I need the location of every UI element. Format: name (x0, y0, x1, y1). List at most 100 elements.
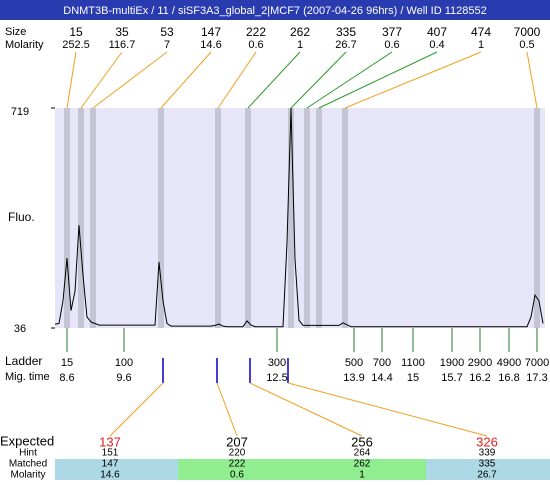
match-connector (249, 382, 363, 437)
peak-band (215, 108, 221, 328)
peak-size: 377 (382, 25, 402, 39)
molarity-value: 14.6 (100, 470, 120, 480)
row-label: Molarity (10, 470, 45, 480)
ladder-size: 1900 (440, 357, 464, 369)
ladder-time: 15 (407, 372, 419, 384)
peak-band (90, 108, 96, 328)
peak-molarity: 26.7 (335, 39, 356, 51)
peak-molarity: 0.4 (429, 39, 444, 51)
ladder-size: 15 (61, 357, 73, 369)
ladder-time: 15.7 (441, 372, 462, 384)
peak-size: 15 (69, 25, 83, 39)
peak-molarity: 252.5 (62, 39, 90, 51)
trace (54, 107, 544, 328)
peak-connector (80, 51, 123, 109)
plot-area (55, 108, 545, 328)
size-label: Size (5, 26, 26, 38)
hint-value: 220 (229, 448, 246, 459)
peak-size: 335 (336, 25, 356, 39)
ladder-time: 13.9 (343, 372, 364, 384)
peak-molarity: 0.6 (384, 39, 399, 51)
title-bar (0, 0, 550, 20)
peak-band (158, 108, 164, 328)
ladder-time: 16.8 (498, 372, 519, 384)
peak-molarity: 0.6 (248, 39, 263, 51)
ladder-size: 500 (345, 357, 363, 369)
expected-value: 326 (476, 434, 498, 449)
match-connector (109, 382, 164, 437)
peak-connector (217, 51, 257, 109)
row-band (178, 459, 426, 480)
peak-band (316, 108, 322, 328)
peak-connector (160, 51, 212, 109)
title: DNMT3B-multiEx / 11 / siSF3A3_global_2|M… (63, 5, 487, 17)
ladder-size: 700 (373, 357, 391, 369)
mig-time-label: Mig. time (5, 371, 50, 383)
peak-connector (290, 51, 347, 109)
molarity-label: Molarity (5, 39, 44, 51)
peak-molarity: 1 (478, 39, 484, 51)
matched-value: 262 (354, 459, 371, 470)
peak-band (245, 108, 251, 328)
ladder-size: 2900 (468, 357, 492, 369)
peak-band (78, 108, 84, 328)
hint-value: 339 (479, 448, 496, 459)
peak-size: 35 (115, 25, 129, 39)
match-connector (287, 382, 488, 437)
peak-size: 474 (471, 25, 491, 39)
expected-value: 207 (226, 434, 248, 449)
peak-connector (306, 51, 393, 109)
row-band (426, 459, 550, 480)
peak-connector (92, 51, 168, 109)
y-tick-label: 719 (11, 106, 29, 118)
peak-band (342, 108, 348, 328)
peak-size: 7000 (514, 25, 541, 39)
hint-value: 264 (354, 448, 371, 459)
match-connector (216, 382, 238, 437)
row-label: Expected (0, 433, 54, 448)
peak-size: 222 (246, 25, 266, 39)
peak-molarity: 14.6 (200, 39, 221, 51)
ladder-size: 300 (268, 357, 286, 369)
ladder-size: 100 (115, 357, 133, 369)
peak-molarity: 0.5 (519, 39, 534, 51)
peak-band (534, 108, 540, 328)
peak-size: 53 (160, 25, 174, 39)
ladder-time: 17.3 (526, 372, 547, 384)
row-label: Hint (19, 448, 37, 459)
molarity-value: 0.6 (230, 470, 244, 480)
peak-band (64, 108, 70, 328)
ladder-time: 16.2 (469, 372, 490, 384)
row-label: Matched (9, 459, 47, 470)
ladder-label: Ladder (5, 354, 42, 368)
ladder-size: 4900 (497, 357, 521, 369)
molarity-value: 1 (359, 470, 365, 480)
peak-molarity: 1 (297, 39, 303, 51)
ladder-time: 9.6 (116, 372, 131, 384)
ladder-time: 12.5 (266, 372, 287, 384)
peak-band (304, 108, 310, 328)
peak-connector (318, 51, 438, 109)
peak-connector (526, 51, 538, 109)
peak-connector (247, 51, 301, 109)
matched-value: 222 (229, 459, 246, 470)
molarity-value: 26.7 (477, 470, 497, 480)
hint-value: 151 (102, 448, 119, 459)
ladder-size: 7000 (525, 357, 549, 369)
row-band (55, 459, 178, 480)
peak-molarity: 7 (164, 39, 170, 51)
expected-value: 256 (351, 434, 373, 449)
peak-size: 147 (201, 25, 221, 39)
ladder-time: 8.6 (59, 372, 74, 384)
peak-band (288, 108, 294, 328)
matched-value: 335 (479, 459, 496, 470)
expected-value: 137 (99, 434, 121, 449)
y-tick-label: 36 (14, 323, 26, 335)
matched-value: 147 (102, 459, 119, 470)
peak-molarity: 116.7 (109, 39, 136, 51)
peak-size: 262 (290, 25, 310, 39)
peak-connector (344, 51, 482, 109)
ladder-time: 14.4 (371, 372, 392, 384)
ladder-size: 1100 (401, 357, 425, 369)
